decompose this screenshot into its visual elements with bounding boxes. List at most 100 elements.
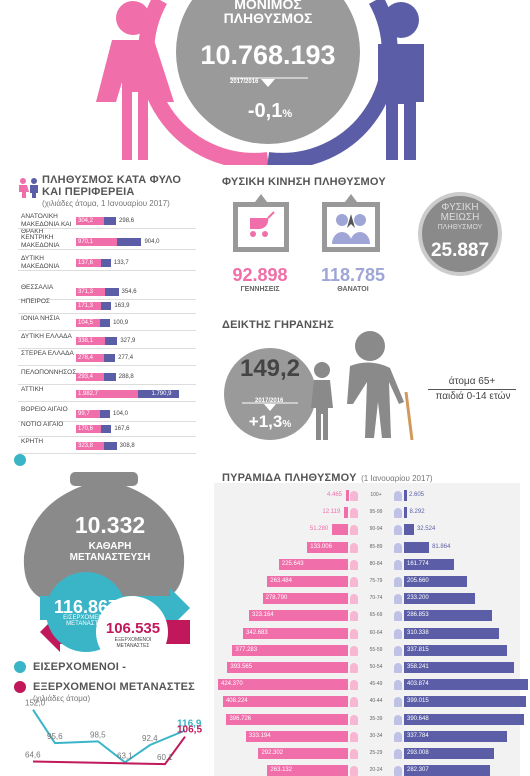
pyramid-bar-female: 393.565 [227, 662, 348, 673]
pyramid-value-female: 333.194 [248, 732, 271, 739]
region-row: ΔΥΤΙΚΗ ΕΛΛΑΔΑ 338,1 327,9 [18, 333, 198, 349]
male-silhouette-icon [394, 525, 402, 536]
region-row: ΚΕΝΤΡΙΚΗ ΜΑΚΕΔΟΝΙΑ 970,1 904,0 [18, 234, 198, 250]
pyramid-value-female: 263.132 [270, 767, 293, 774]
pyramid-bar-male [404, 490, 407, 501]
population-period: 2017/2016 [230, 79, 259, 85]
migration-line-in [32, 709, 186, 764]
pyramid-bar-female: 377.283 [232, 644, 348, 656]
region-value-female: 1.982,7 [78, 391, 99, 397]
region-bar-male [137, 390, 180, 398]
region-bar-male [104, 442, 117, 450]
region-bar-male [105, 288, 119, 296]
pyramid-value-female: 342.683 [246, 629, 268, 636]
pyramid-bar-male: 337.815 [404, 644, 508, 656]
pyramid-bar-female: 133.006 [307, 541, 348, 553]
pyramid-bar-male [404, 541, 430, 553]
legend-in-dot [14, 661, 26, 673]
region-row: ΙΟΝΙΑ ΝΗΣΙΑ 104,5 100,9 [18, 315, 198, 331]
pyramid-age-group: 35-39 [369, 715, 383, 722]
pyramid-bar-male: 293.008 [404, 748, 494, 759]
stroller-icon [233, 194, 289, 252]
region-bar-female [76, 425, 102, 433]
aging-circle [224, 348, 316, 440]
region-value-male: 298,6 [119, 218, 135, 224]
in-migrants-value: 116.867 [53, 597, 119, 617]
pyramid-value-male: 8.292 [409, 509, 425, 516]
header-graphic [96, 0, 424, 165]
region-name: ΑΝΑΤΟΛΙΚΗ ΜΑΚΕΔΟΝΙΑ ΚΑΙ ΘΡΑΚΗ [21, 213, 72, 235]
ring-female-arc [138, 0, 269, 165]
region-value-male: 327,9 [120, 338, 136, 344]
region-value-male: 104,0 [112, 411, 128, 417]
region-separator [18, 228, 196, 229]
migration-line-out [32, 736, 186, 766]
region-name: ΠΕΛΟΠΟΝΝΗΣΟΣ [21, 369, 77, 376]
pyramid-value-female: 225.643 [281, 560, 304, 567]
pyramid-bar-female: 333.194 [245, 730, 348, 742]
region-bar-male [101, 302, 112, 310]
pyramid-value-male: 286.853 [407, 612, 429, 619]
pyramid-age-group: 90-94 [369, 526, 383, 533]
population-change-unit: % [282, 108, 293, 120]
migration-point-label: 63,1 [117, 751, 133, 760]
female-silhouette-icon [350, 645, 358, 656]
pyramid-bar-female: 424.370 [218, 679, 348, 691]
aging-numerator: άτομα 65+ [448, 376, 496, 387]
male-silhouette-icon [394, 766, 402, 776]
pyramid-value-male: 310.338 [407, 629, 429, 636]
pyramid-value-male: 81.864 [432, 543, 451, 550]
male-silhouette-icon [394, 697, 402, 708]
pyramid-bar-female [344, 507, 348, 519]
pyramid-value-female: 263.484 [270, 578, 292, 584]
region-row: ΑΤΤΙΚΗ 1.982,7 1.790,9 [18, 386, 198, 402]
migration-point-label: 64,6 [25, 750, 41, 759]
region-value-female: 278,4 [78, 355, 94, 361]
decrease-label-line3: ΠΛΗΘΥΣΜΟΥ [437, 224, 483, 231]
regions-section: ΠΛΗΘΥΣΜΟΣ ΚΑΤΑ ΦΥΛΟ ΚΑΙ ΠΕΡΙΦΕΡΕΙΑ (χιλι… [0, 165, 210, 454]
out-migrants-label-line2: ΜΕΤΑΝΑΣΤΕΣ [116, 643, 150, 649]
header: ΜΟΝΙΜΟΣ ΠΛΗΘΥΣΜΟΣ 10.768.193 2017/2016 -… [0, 0, 530, 165]
pyramid-age-group: 50-54 [369, 664, 383, 670]
female-silhouette-icon [350, 525, 358, 536]
region-separator [18, 453, 196, 454]
pyramid-age-group: 100+ [370, 492, 382, 498]
natural-frames [233, 194, 380, 252]
pyramid-age-group: 45-49 [369, 681, 383, 688]
population-title-line1: ΜΟΝΙΜΟΣ [234, 0, 302, 12]
pyramid-age-group: 80-84 [369, 560, 383, 567]
in-migrants-label-line1: ΕΙΣΕΡΧΟΜΕΝΟΙ [63, 615, 109, 621]
region-value-male: 167,6 [114, 426, 130, 432]
region-separator [18, 330, 196, 331]
male-silhouette-icon [394, 749, 402, 759]
region-value-female: 170,6 [78, 426, 94, 432]
out-migrants-label-line1: ΕΞΕΡΧΟΜΕΝΟΙ [114, 637, 152, 643]
female-silhouette-icon [350, 577, 358, 587]
pyramid-value-female: 396.726 [229, 715, 252, 722]
region-bar-male [103, 373, 116, 381]
migration-point-label: 98,5 [90, 730, 106, 739]
pyramid-age-group: 70-74 [369, 595, 383, 602]
aging-period: 2017/2016 [255, 398, 284, 404]
fraction-line [428, 389, 516, 390]
region-value-male: 308,8 [119, 443, 135, 449]
region-bar-male [104, 217, 117, 225]
female-silhouette-icon [350, 611, 358, 622]
male-silhouette-icon [394, 508, 402, 519]
region-separator [18, 365, 196, 366]
region-separator [18, 436, 196, 437]
region-name: ΣΤΕΡΕΑ ΕΛΛΑΔΑ [21, 350, 74, 357]
births-label: ΓΕΝΝΗΣΕΙΣ [240, 286, 280, 293]
male-silhouette-icon [394, 611, 402, 622]
region-bar-male [99, 410, 110, 418]
pyramid-bar-male: 390.648 [404, 713, 524, 725]
region-row: ΠΕΛΟΠΟΝΝΗΣΟΣ 293,4 288,8 [18, 369, 198, 385]
migration-graphic: 152,0 95,6 98,5 63,1 92,4 116,9 64,6 60,1 106,5 [14, 454, 202, 766]
male-figure-icon [378, 2, 424, 160]
region-separator [18, 401, 196, 402]
net-migration-label-line1: ΚΑΘΑΡΗ [88, 541, 132, 552]
male-silhouette-icon [394, 577, 402, 587]
in-migrants-label-line2: ΜΕΤΑΝΑΣΤΕΣ [66, 621, 106, 627]
region-row: ΣΤΕΡΕΑ ΕΛΛΑΔΑ 278,4 277,4 [18, 350, 198, 366]
migration-legend-in: ΕΙΣΕΡΧΟΜΕΝΟΙ - [33, 661, 127, 673]
